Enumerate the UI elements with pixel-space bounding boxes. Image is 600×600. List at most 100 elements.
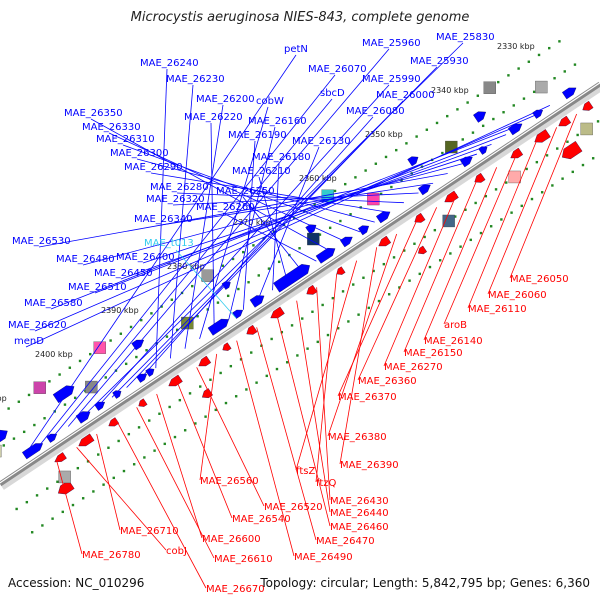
- reverse-gene-label: MAE_26780: [82, 550, 141, 561]
- track-dot-0: [517, 67, 520, 70]
- track-dot-3: [428, 265, 432, 269]
- track-dot-3: [275, 367, 279, 371]
- track-dot-3: [51, 517, 54, 520]
- track-dot-2: [535, 160, 539, 164]
- reverse-gene-3: [138, 398, 148, 407]
- forward-leader-line: [38, 74, 336, 447]
- feature-box-4: [93, 341, 106, 354]
- forward-gene-1-shape: [46, 433, 57, 443]
- forward-leader-line: [257, 146, 320, 301]
- forward-gene-label: MAE_26080: [346, 106, 405, 117]
- forward-gene-label: MAE_26620: [8, 320, 67, 331]
- track-dot-0: [231, 257, 235, 261]
- forward-gene-label: MAE_26210: [232, 166, 291, 177]
- track-dot-2: [56, 480, 59, 483]
- track-dot-1: [43, 417, 46, 420]
- track-dot-1: [553, 77, 556, 80]
- track-dot-3: [377, 299, 381, 303]
- track-dot-3: [102, 483, 105, 486]
- reverse-gene-8: [270, 306, 285, 319]
- track-dot-2: [545, 154, 549, 157]
- track-dot-0: [221, 264, 225, 267]
- reverse-gene-label: MAE_26270: [384, 362, 443, 373]
- reverse-gene-1: [78, 433, 95, 447]
- forward-gene-7-shape: [207, 318, 229, 336]
- reverse-gene-13-shape: [444, 190, 459, 203]
- forward-leader-line: [172, 192, 419, 206]
- track-dot-3: [326, 333, 330, 337]
- track-dot-1: [563, 70, 566, 73]
- reverse-gene-label: MAE_26560: [200, 476, 259, 487]
- track-dot-2: [474, 201, 477, 205]
- forward-gene-label: cobW: [256, 96, 284, 107]
- forward-gene-10: [273, 264, 310, 293]
- track-dot-2: [382, 262, 386, 266]
- track-dot-2: [158, 412, 161, 415]
- forward-gene-5: [136, 373, 147, 383]
- reverse-gene-6-shape: [222, 342, 232, 351]
- forward-outer-gene-0: [0, 429, 8, 444]
- reverse-gene-5-shape: [198, 355, 212, 367]
- forward-gene-2-shape: [75, 411, 91, 424]
- feature-box-6: [201, 269, 214, 282]
- track-dot-3: [418, 272, 421, 276]
- track-dot-3: [194, 422, 197, 425]
- reverse-gene-15-shape: [510, 147, 524, 159]
- forward-leader-line: [199, 106, 269, 340]
- track-dot-3: [500, 218, 503, 221]
- track-dot-2: [117, 439, 120, 443]
- track-dot-0: [435, 121, 439, 125]
- forward-gene-20: [562, 87, 577, 100]
- track-dot-0: [527, 60, 531, 63]
- forward-gene-7: [207, 318, 229, 336]
- track-dot-0: [476, 94, 480, 97]
- track-dot-3: [408, 279, 411, 282]
- reverse-leader-line: [295, 260, 358, 471]
- track-dot-2: [576, 133, 579, 137]
- forward-gene-16: [460, 156, 473, 168]
- track-dot-1: [339, 219, 342, 223]
- tick-label: 2400 kbp: [35, 350, 73, 359]
- forward-gene-label: MAE_26000: [376, 90, 435, 101]
- track-dot-2: [413, 242, 416, 245]
- reverse-leader-line: [96, 433, 121, 531]
- track-dot-3: [92, 490, 95, 493]
- track-dot-2: [219, 371, 222, 375]
- forward-gene-1: [46, 433, 57, 443]
- track-dot-3: [336, 327, 340, 330]
- track-dot-1: [471, 131, 475, 134]
- feature-box-1: [58, 470, 71, 484]
- forward-gene-11: [315, 248, 336, 264]
- track-dot-3: [234, 395, 238, 398]
- track-dot-0: [425, 128, 429, 131]
- reverse-gene-17: [558, 115, 572, 127]
- track-dot-0: [252, 244, 255, 247]
- reverse-gene-11: [378, 235, 392, 247]
- reverse-gene-4-shape: [168, 374, 183, 387]
- feature-box-5: [181, 316, 194, 330]
- forward-gene-9: [249, 295, 265, 308]
- track-dot-3: [265, 374, 268, 378]
- forward-gene-18-shape: [508, 123, 523, 136]
- feature-box-0: [0, 444, 2, 458]
- forward-gene-label: MAE_26350: [64, 108, 123, 119]
- track-dot-1: [522, 97, 526, 100]
- forward-outer-gene-1-shape: [52, 385, 75, 404]
- forward-gene-label: MAE_26400: [116, 252, 175, 263]
- feature-box-7: [307, 232, 320, 246]
- reverse-leader-line: [443, 153, 518, 325]
- track-dot-1: [267, 267, 271, 270]
- forward-gene-label: MAE_26340: [134, 214, 193, 225]
- forward-leader-line: [53, 98, 333, 437]
- reverse-gene-label: MAE_26600: [202, 534, 261, 545]
- track-dot-2: [556, 147, 559, 150]
- feature-box-13: [483, 81, 496, 94]
- track-dot-1: [63, 403, 67, 406]
- forward-leader-line: [272, 162, 280, 291]
- reverse-leader-line: [316, 287, 331, 501]
- track-dot-1: [328, 226, 332, 230]
- track-dot-3: [520, 204, 523, 208]
- track-dot-2: [321, 303, 324, 307]
- reverse-gene-5: [198, 355, 212, 367]
